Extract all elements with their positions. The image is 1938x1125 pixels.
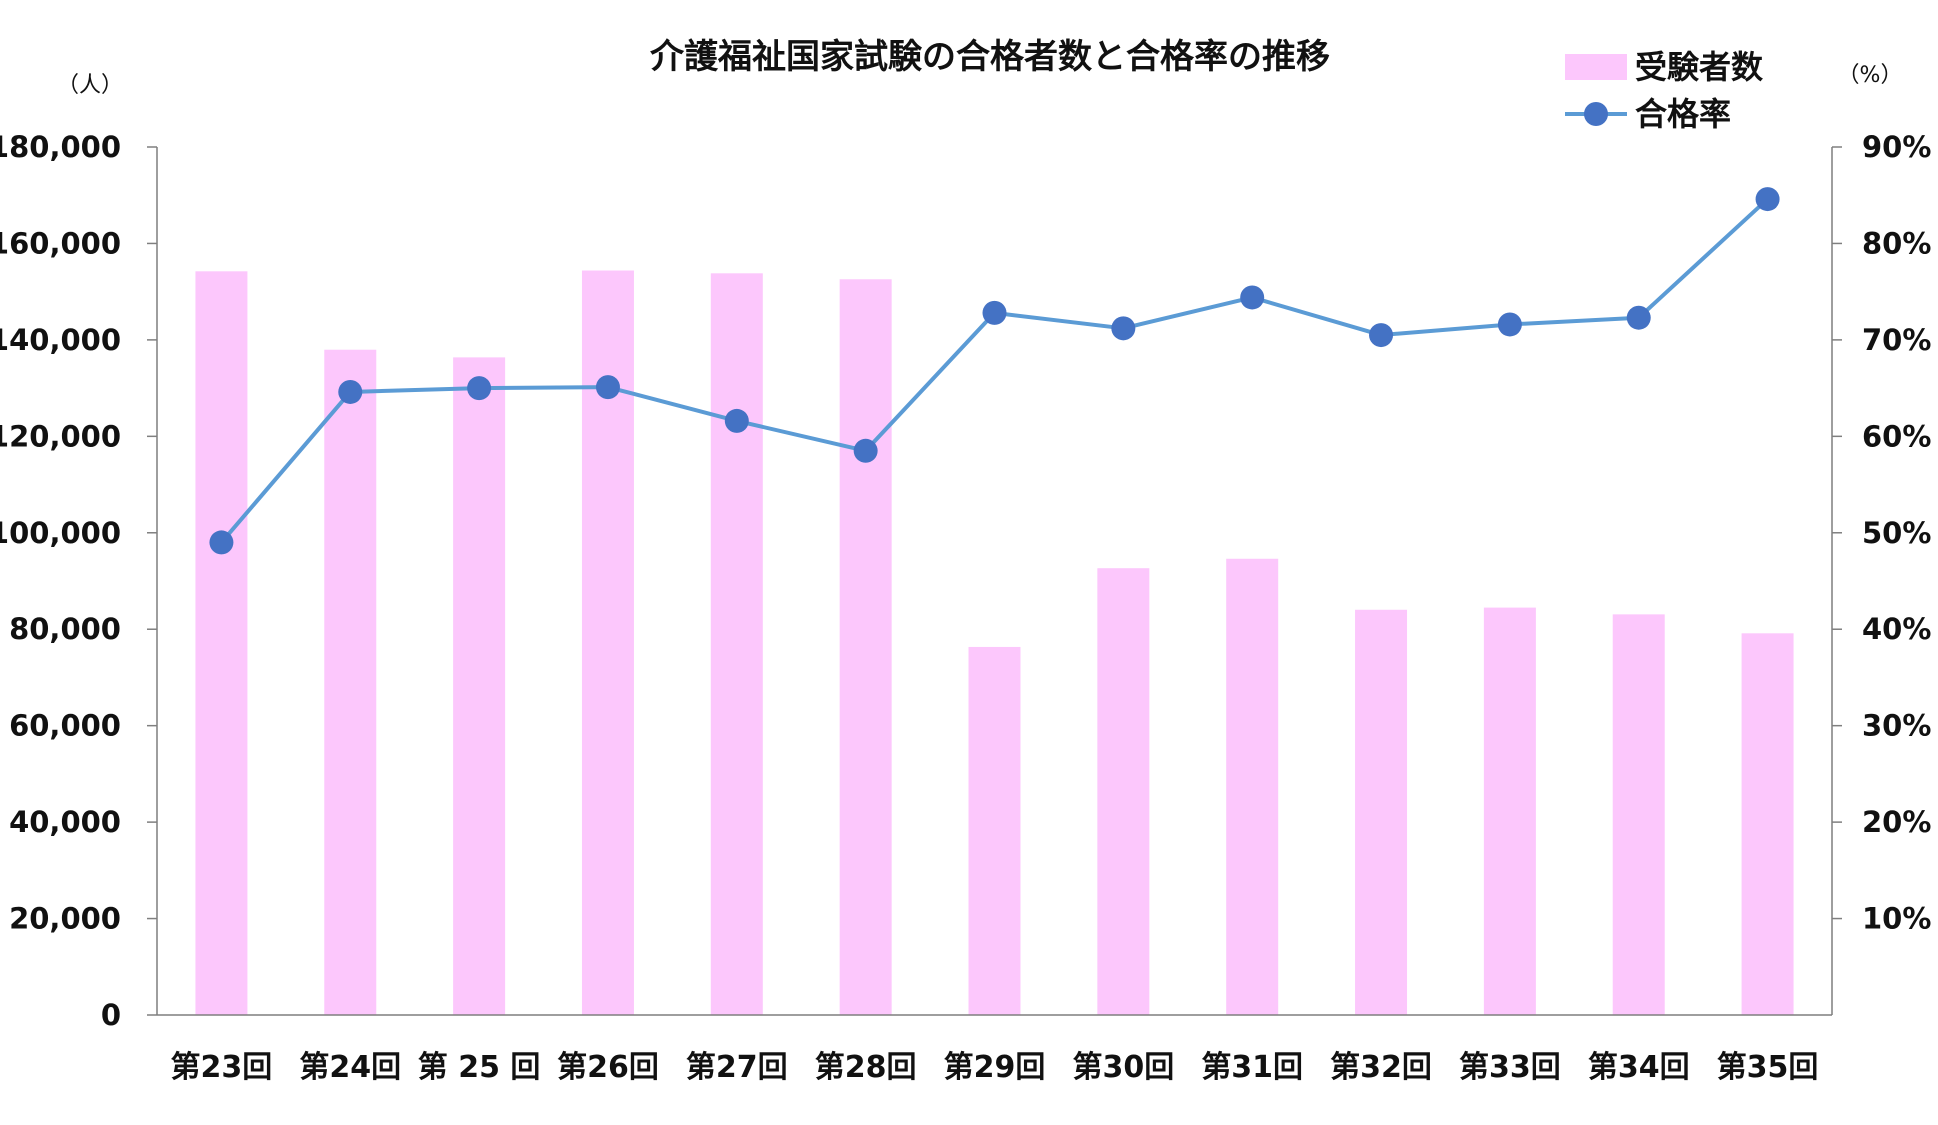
left-tick-label: 0 — [101, 998, 121, 1032]
pass-rate-point — [1240, 285, 1265, 310]
pass-rate-point — [1755, 187, 1780, 212]
bar — [324, 349, 377, 1015]
pass-rate-point — [982, 300, 1007, 325]
category-label: 第26回 — [557, 1050, 659, 1085]
category-label: 第29回 — [944, 1050, 1046, 1085]
category-label: 第24回 — [299, 1050, 401, 1085]
category-label: 第32回 — [1330, 1050, 1432, 1085]
left-tick-label: 20,000 — [9, 902, 121, 936]
pass-rate-point — [1497, 312, 1522, 337]
category-label: 第31回 — [1201, 1050, 1303, 1085]
left-tick-label: 100,000 — [0, 516, 121, 550]
right-tick-label: 90% — [1862, 130, 1931, 164]
labels-layer: 0 20,000 40,000 60,000 80,000 100,000 120,000 1… — [0, 130, 1931, 1085]
left-tick-label: 120,000 — [0, 419, 121, 453]
axes-layer — [147, 146, 1842, 1016]
bar — [1741, 633, 1794, 1015]
right-tick-label: 10% — [1862, 902, 1931, 936]
category-label: 第35回 — [1717, 1050, 1819, 1085]
left-tick-label: 180,000 — [0, 130, 121, 164]
left-axis-unit: （人） — [57, 73, 123, 98]
left-tick-label: 80,000 — [9, 612, 121, 646]
right-tick-label: 20% — [1862, 805, 1931, 839]
pass-rate-point — [853, 438, 878, 463]
pass-rate-point — [1626, 305, 1651, 330]
right-axis-unit: （%） — [1838, 63, 1903, 88]
bar — [968, 646, 1021, 1015]
right-tick-label: 80% — [1862, 226, 1931, 260]
category-label: 第34回 — [1588, 1050, 1690, 1085]
legend-label-bars: 受験者数 — [1635, 48, 1764, 86]
category-label: 第28回 — [815, 1050, 917, 1085]
left-tick-label: 60,000 — [9, 709, 121, 743]
bar — [710, 273, 763, 1015]
category-label: 第33回 — [1459, 1050, 1561, 1085]
bar — [1355, 609, 1408, 1015]
bar — [1612, 614, 1665, 1015]
legend-swatch-bars — [1565, 54, 1627, 80]
bar — [453, 357, 506, 1015]
chart-title: 介護福祉国家試験の合格者数と合格率の推移 — [650, 37, 1330, 77]
right-tick-label: 60% — [1862, 419, 1931, 453]
category-label: 第23回 — [171, 1050, 273, 1085]
pass-rate-point — [338, 379, 363, 404]
bar — [1483, 607, 1536, 1015]
pass-rate-point — [209, 530, 234, 555]
pass-rate-point — [467, 376, 492, 401]
left-tick-label: 160,000 — [0, 226, 121, 260]
pass-rate-point — [724, 408, 749, 433]
bars-layer — [195, 270, 1794, 1016]
line-layer — [209, 187, 1780, 555]
category-label: 第27回 — [686, 1050, 788, 1085]
bar — [839, 279, 892, 1015]
category-label: 第30回 — [1072, 1050, 1174, 1085]
right-tick-label: 30% — [1862, 709, 1931, 743]
right-tick-label: 70% — [1862, 323, 1931, 357]
legend: 受験者数 合格率 — [1565, 48, 1764, 133]
bar — [1097, 568, 1150, 1015]
pass-rate-point — [1369, 323, 1394, 348]
legend-label-line: 合格率 — [1635, 95, 1731, 133]
pass-rate-point — [1111, 316, 1136, 341]
right-tick-label: 50% — [1862, 516, 1931, 550]
legend-swatch-marker — [1584, 102, 1608, 126]
bar — [1226, 558, 1279, 1015]
bar — [195, 271, 248, 1015]
category-label: 第 25 回 — [418, 1050, 541, 1085]
right-tick-label: 40% — [1862, 612, 1931, 646]
left-tick-label: 40,000 — [9, 805, 121, 839]
left-tick-label: 140,000 — [0, 323, 121, 357]
pass-rate-point — [595, 375, 620, 400]
